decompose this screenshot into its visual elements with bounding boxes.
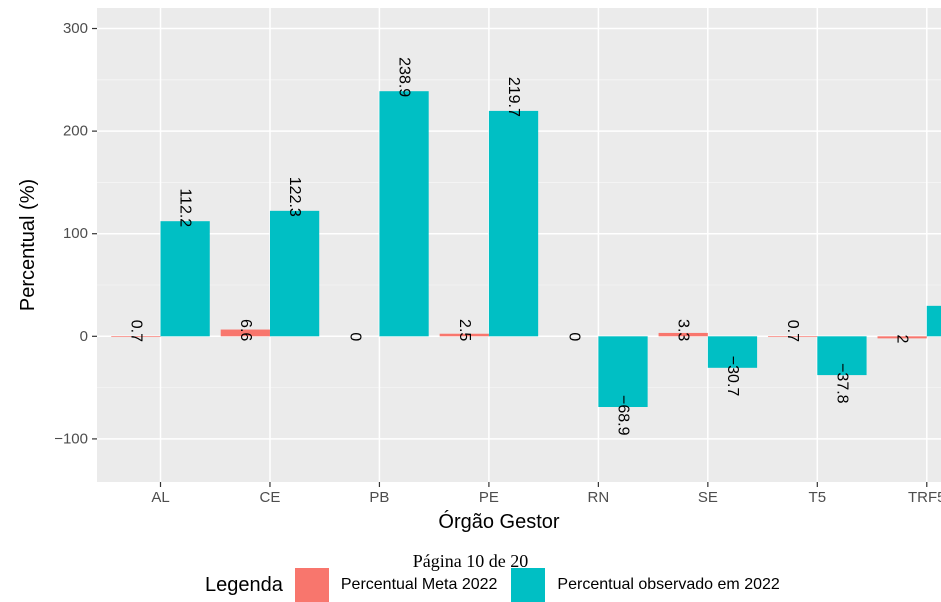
data-label: 6.6 (237, 319, 254, 341)
data-label: 122.3 (286, 177, 303, 217)
data-label: 3.3 (675, 319, 692, 341)
y-axis-title: Percentual (%) (17, 179, 39, 311)
bar-observado (927, 306, 941, 336)
y-tick-label: 0 (80, 328, 88, 345)
data-label: 238.9 (396, 57, 413, 97)
bar-observado (489, 111, 538, 336)
data-label: −30.7 (724, 356, 741, 397)
bar-observado (379, 91, 428, 336)
data-label: 0 (565, 332, 582, 341)
x-tick-label: PE (479, 489, 499, 506)
data-label: −37.8 (833, 363, 850, 404)
y-tick-label: −100 (54, 430, 88, 447)
data-label: 219.7 (505, 77, 522, 117)
legend-item-meta: Percentual Meta 2022 (295, 568, 498, 602)
legend-label-meta: Percentual Meta 2022 (341, 576, 498, 594)
x-tick-label: RN (588, 489, 610, 506)
x-tick-label: PB (369, 489, 389, 506)
data-label: 0 (346, 332, 363, 341)
y-tick-label: 200 (63, 123, 88, 140)
data-label: 0.7 (127, 320, 144, 342)
legend-swatch-observado (511, 568, 545, 602)
bar-observado (270, 211, 319, 336)
x-tick-label: TRF5 (908, 489, 941, 506)
legend-swatch-meta (295, 568, 329, 602)
data-label: −68.9 (615, 395, 632, 436)
legend-title: Legenda (205, 574, 283, 597)
data-label: 0.7 (784, 320, 801, 342)
data-label: 112.2 (177, 188, 194, 227)
legend: Legenda Percentual Meta 2022 Percentual … (205, 568, 794, 602)
legend-label-observado: Percentual observado em 2022 (557, 576, 779, 594)
data-label: 2 (894, 334, 911, 343)
x-tick-label: T5 (809, 489, 827, 506)
y-tick-label: 100 (63, 225, 88, 242)
bar-observado (161, 221, 210, 336)
x-axis-title: Órgão Gestor (438, 510, 560, 533)
data-label: 2.5 (456, 319, 473, 341)
legend-item-observado: Percentual observado em 2022 (511, 568, 779, 602)
x-tick-label: AL (151, 489, 169, 506)
x-tick-label: CE (260, 489, 281, 506)
y-tick-label: 300 (63, 20, 88, 37)
x-tick-label: SE (698, 489, 718, 506)
